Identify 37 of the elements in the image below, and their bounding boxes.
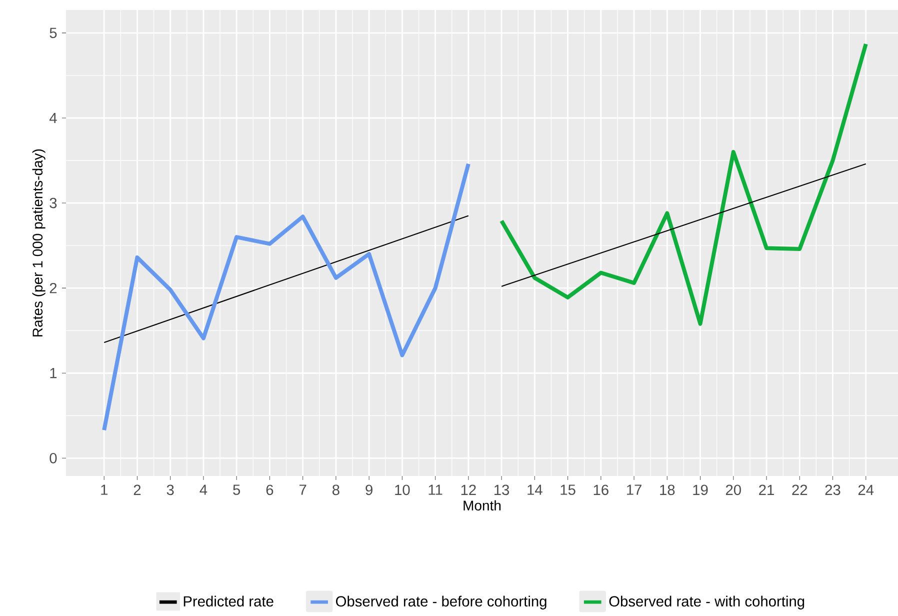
x-tick-label: 17 — [626, 484, 642, 495]
y-tick-label: 4 — [49, 112, 57, 124]
x-tick-label: 13 — [494, 484, 510, 496]
x-tick-label: 24 — [858, 484, 874, 495]
y-tick-label: 3 — [50, 198, 57, 208]
legend-label: Observed rate - before cohorting — [336, 596, 546, 610]
y-tick-label: 1 — [50, 368, 57, 378]
x-tick-label: 7 — [299, 484, 306, 495]
x-tick-label: 8 — [332, 484, 340, 496]
x-tick-label: 14 — [528, 484, 542, 495]
x-tick-label: 9 — [366, 484, 372, 496]
x-tick-label: 1 — [101, 484, 108, 495]
x-tick-label: 12 — [461, 484, 476, 495]
line-series — [500, 42, 868, 326]
x-tick-label: 2 — [134, 484, 141, 495]
x-tick-label: 15 — [560, 484, 576, 495]
x-tick-label: 16 — [594, 484, 608, 496]
x-tick-label: 11 — [428, 484, 442, 495]
x-tick-label: 21 — [759, 484, 774, 495]
x-tick-label: 20 — [726, 484, 741, 496]
x-tick-label: 3 — [166, 484, 174, 496]
x-tick-label: 18 — [660, 484, 675, 496]
x-tick-label: 23 — [825, 484, 840, 496]
y-axis-title: Rates (per 1 000 patients-day) — [32, 149, 46, 336]
line-series — [102, 162, 470, 432]
x-tick-label: 6 — [266, 484, 274, 496]
legend-label: Predicted rate — [184, 596, 274, 607]
y-tick-label: 2 — [50, 282, 57, 294]
y-tick-label: 5 — [50, 28, 57, 38]
x-tick-label: 5 — [233, 484, 240, 495]
x-tick-label: 4 — [200, 484, 208, 495]
x-tick-label: 22 — [792, 484, 808, 495]
y-tick-label: 0 — [50, 452, 57, 464]
x-tick-label: 19 — [693, 484, 708, 496]
legend-label: Observed rate - with cohorting — [609, 596, 804, 610]
x-axis-title: Month — [464, 500, 501, 511]
x-tick-label: 10 — [395, 484, 410, 496]
